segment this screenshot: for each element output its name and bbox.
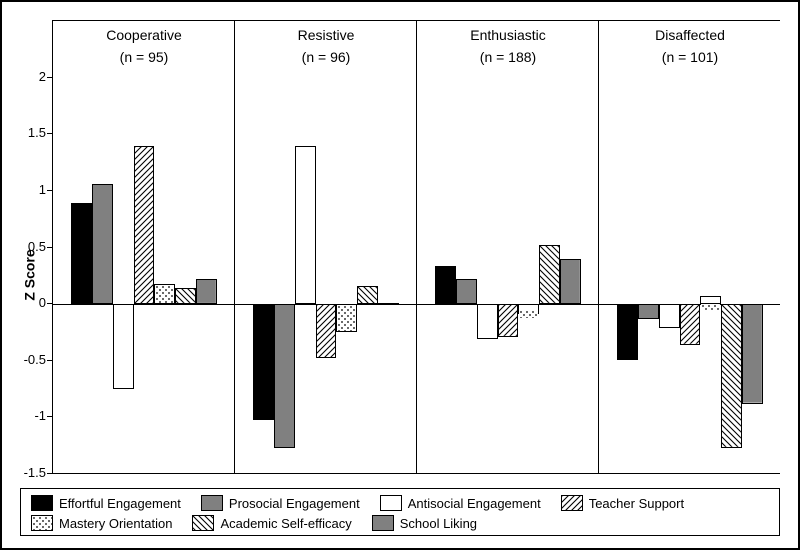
y-tick-label: 1.5 — [20, 125, 46, 140]
legend-item: School Liking — [372, 515, 477, 531]
legend-swatch — [31, 515, 53, 531]
bar — [700, 296, 721, 304]
y-axis-label: Z Score — [22, 249, 38, 300]
bar — [680, 304, 701, 345]
bar — [134, 146, 155, 305]
bar — [154, 284, 175, 304]
panel-title: Resistive — [235, 27, 417, 43]
legend-item: Antisocial Engagement — [380, 495, 541, 511]
panel-subtitle: (n = 95) — [53, 49, 235, 65]
y-tick-label: -0.5 — [20, 352, 46, 367]
legend-item: Prosocial Engagement — [201, 495, 360, 511]
panel: Cooperative (n = 95) — [52, 21, 235, 473]
panel-title: Disaffected — [599, 27, 781, 43]
panel: Disaffected (n = 101) — [598, 21, 781, 473]
panel-title: Enthusiastic — [417, 27, 599, 43]
bar — [92, 184, 113, 304]
y-tick-label: -1 — [20, 408, 46, 423]
plot-baseline — [52, 473, 780, 474]
legend-label: School Liking — [400, 516, 477, 531]
bar — [253, 304, 274, 420]
bar — [638, 304, 659, 319]
bar — [721, 304, 742, 448]
legend-item: Mastery Orientation — [31, 515, 172, 531]
panel-title: Cooperative — [53, 27, 235, 43]
bar — [456, 279, 477, 304]
legend-item: Academic Self-efficacy — [192, 515, 351, 531]
y-tick-label: 0.5 — [20, 239, 46, 254]
y-tick-label: 0 — [20, 295, 46, 310]
bar — [196, 279, 217, 304]
y-tick-label: 2 — [20, 69, 46, 84]
legend: Effortful Engagement Prosocial Engagement… — [20, 488, 780, 536]
bar — [477, 304, 498, 339]
bar — [175, 288, 196, 304]
legend-label: Effortful Engagement — [59, 496, 181, 511]
panel: Resistive (n = 96) — [234, 21, 417, 473]
bar — [357, 286, 378, 304]
bar — [659, 304, 680, 328]
legend-swatch — [192, 515, 214, 531]
bar — [498, 304, 519, 337]
bar — [617, 304, 638, 359]
legend-label: Mastery Orientation — [59, 516, 172, 531]
bar — [336, 304, 357, 332]
bar — [378, 303, 399, 305]
bar — [742, 304, 763, 404]
chart-frame: Z Score -1.5-1-0.500.511.52 Cooperative(… — [0, 0, 800, 550]
legend-item: Teacher Support — [561, 495, 684, 511]
legend-label: Teacher Support — [589, 496, 684, 511]
legend-item: Effortful Engagement — [31, 495, 181, 511]
legend-swatch — [372, 515, 394, 531]
bar — [71, 203, 92, 304]
panel-subtitle: (n = 96) — [235, 49, 417, 65]
bar — [560, 259, 581, 304]
plot-area: Cooperative (n = 95)Resistive (n = 96)Enth… — [52, 20, 780, 473]
bar — [295, 146, 316, 305]
panel-subtitle: (n = 101) — [599, 49, 781, 65]
bar — [435, 266, 456, 305]
panel-subtitle: (n = 188) — [417, 49, 599, 65]
panel: Enthusiastic (n = 188) — [416, 21, 599, 473]
legend-label: Antisocial Engagement — [408, 496, 541, 511]
bar — [113, 304, 134, 389]
legend-label: Academic Self-efficacy — [220, 516, 351, 531]
bar — [316, 304, 337, 358]
legend-swatch — [201, 495, 223, 511]
y-tick-label: -1.5 — [20, 465, 46, 480]
bar — [274, 304, 295, 448]
legend-swatch — [31, 495, 53, 511]
y-tick-label: 1 — [20, 182, 46, 197]
legend-swatch — [561, 495, 583, 511]
bar — [518, 304, 539, 314]
legend-swatch — [380, 495, 402, 511]
bar — [539, 245, 560, 304]
legend-label: Prosocial Engagement — [229, 496, 360, 511]
